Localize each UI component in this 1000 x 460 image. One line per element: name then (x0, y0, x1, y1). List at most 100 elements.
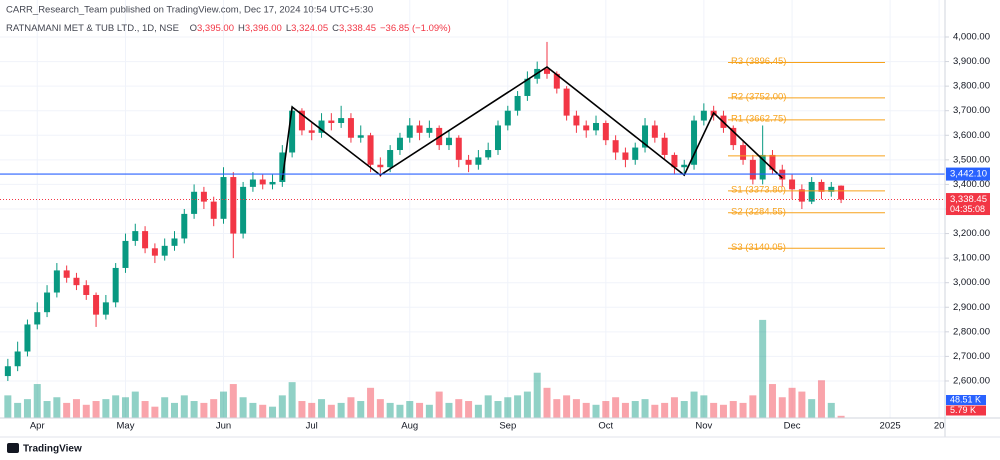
y-tick-label: 3,700.00 (953, 105, 990, 116)
candle-body (73, 277, 80, 286)
volume-bar (690, 391, 698, 418)
volume-bar (376, 399, 384, 418)
candle-body (671, 154, 678, 168)
candle-body (494, 125, 501, 151)
volume-bar (553, 399, 561, 418)
y-tick-label: 3,000.00 (953, 277, 990, 288)
y-tick-label: 2,700.00 (953, 351, 990, 362)
ohlc-value: 3,396.00 (245, 23, 282, 34)
volume-bar (425, 404, 433, 418)
volume-bar (33, 384, 41, 418)
volume-bar (102, 399, 110, 418)
candle-body (445, 137, 452, 146)
volume-bar (749, 395, 757, 418)
volume-bar (14, 402, 22, 418)
volume-bar (445, 402, 453, 418)
x-tick-label: Oct (598, 421, 613, 432)
candle-body (602, 122, 609, 141)
symbol: RATNAMANI MET & TUB LTD., 1D, NSE (6, 23, 179, 34)
candle-body (298, 110, 305, 131)
candle-body (259, 179, 266, 185)
candle-body (151, 248, 158, 256)
candle-body (328, 120, 335, 123)
volume-bar (210, 399, 218, 418)
volume-bar (504, 397, 512, 418)
candle-body (34, 312, 41, 325)
candle-body (406, 125, 413, 138)
y-tick-label: 3,800.00 (953, 81, 990, 92)
candle-body (475, 157, 482, 165)
volume-bar (523, 391, 531, 418)
volume-bar (229, 384, 237, 418)
candle-body (240, 186, 247, 234)
candle-body (24, 324, 31, 352)
volume-bar (141, 401, 149, 418)
candle-body (563, 88, 570, 116)
y-tick-label: 3,500.00 (953, 154, 990, 165)
candle-body (798, 189, 805, 202)
level-badge (946, 167, 990, 181)
ohlc-key: C (332, 23, 339, 34)
volume-bar (572, 399, 580, 418)
x-tick-label: Sep (499, 421, 516, 432)
x-tick-label: May (117, 421, 135, 432)
volume-bar (357, 401, 365, 418)
price-layer: R3 (3896.45) R2 (3752.00) R1 (3662.75) S1 (… (0, 41, 945, 381)
y-tick-label: 3,900.00 (953, 56, 990, 67)
countdown-label: 04:35:08 (950, 204, 985, 214)
logo-text: TradingView (23, 444, 82, 455)
volume-bar (602, 401, 610, 418)
volume-bar (827, 402, 835, 418)
volume-bar (680, 401, 688, 418)
volume-bar (641, 399, 649, 418)
volume-bar (739, 402, 747, 418)
volume-bar (288, 382, 296, 418)
x-tick-label: Jul (306, 421, 318, 432)
volume-bar (63, 402, 71, 418)
candle-body (289, 110, 296, 153)
candle-body (789, 179, 796, 190)
volume-bar (318, 399, 326, 418)
volume-bar (808, 399, 816, 418)
volume-bar (768, 384, 776, 418)
candle-body (377, 164, 384, 168)
y-tick-label: 2,600.00 (953, 375, 990, 386)
candle-body (416, 125, 423, 133)
candle-body (161, 245, 168, 256)
candle-body (357, 135, 364, 138)
volume-bar (396, 404, 404, 418)
volume-bar (23, 399, 31, 418)
volume-bar (719, 404, 727, 418)
candle-body (573, 115, 580, 126)
candle-body (808, 181, 815, 202)
volume-badge-label: 48.51 K (950, 394, 981, 404)
level-badge-label: 3,442.10 (950, 169, 987, 180)
volume-bar (53, 397, 61, 418)
candle-body (681, 164, 688, 168)
candle-body (83, 285, 90, 295)
volume-bar (778, 397, 786, 418)
volume-bar (592, 404, 600, 418)
volume-bar (249, 402, 257, 418)
last-price-badge (946, 193, 990, 216)
y-tick-label: 3,100.00 (953, 253, 990, 264)
volume-bar (239, 397, 247, 418)
volume-bar (200, 402, 208, 418)
candle-body (828, 186, 835, 192)
volume-bar (465, 401, 473, 418)
pattern-line (281, 65, 783, 181)
candle-body (132, 231, 139, 241)
volume-bar (612, 397, 620, 418)
x-tick-label: Nov (695, 421, 712, 432)
candle-body (171, 238, 178, 246)
candle-body (142, 231, 149, 249)
ohlc-key: L (286, 23, 291, 34)
y-tick-label: 3,600.00 (953, 130, 990, 141)
volume-bar (161, 397, 169, 418)
volume-bar (180, 395, 188, 418)
candle-body (93, 294, 100, 315)
volume-bar (386, 402, 394, 418)
candle-body (514, 95, 521, 111)
